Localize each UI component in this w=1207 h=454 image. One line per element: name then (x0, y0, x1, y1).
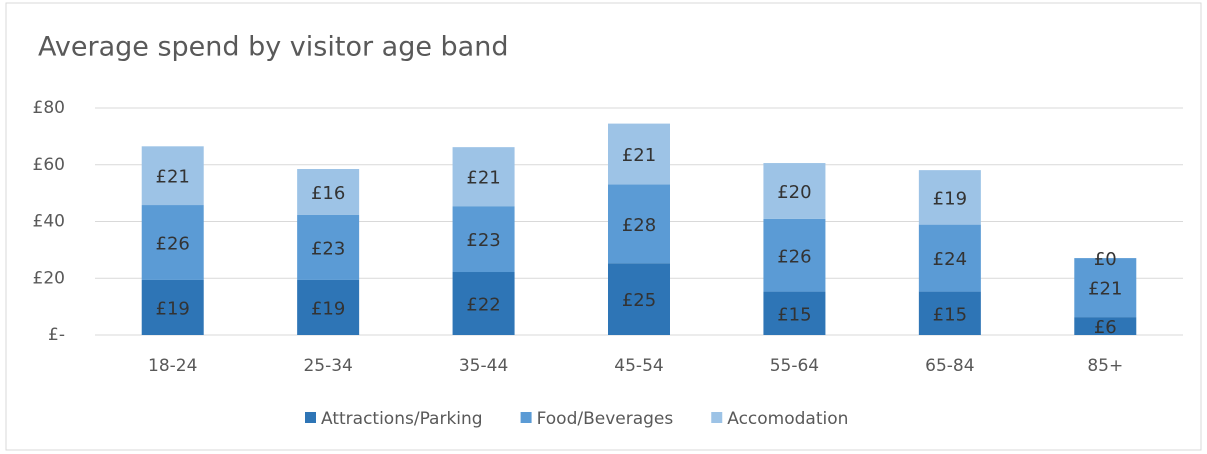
data-label: £21 (466, 168, 500, 189)
data-label: £21 (622, 145, 656, 166)
y-tick-label: £80 (33, 98, 65, 118)
data-label: £23 (311, 238, 345, 259)
x-tick-label: 18-24 (148, 356, 197, 376)
bar-segment (918, 224, 981, 292)
bar-segment (763, 218, 826, 292)
data-label: £19 (156, 298, 190, 319)
x-tick-label: 25-34 (303, 356, 352, 376)
y-tick-label: £40 (33, 212, 65, 232)
bar-segment (141, 279, 204, 335)
data-label: £28 (622, 215, 656, 236)
x-tick-label: 45-54 (614, 356, 663, 376)
bar-segment (608, 263, 670, 335)
data-label: £0 (1094, 249, 1117, 270)
bar-segment (918, 291, 981, 335)
bar-segment (763, 291, 826, 335)
data-label: £20 (777, 182, 811, 203)
data-label: £21 (156, 167, 190, 188)
legend-swatch (520, 412, 532, 423)
x-tick-label: 55-64 (770, 356, 819, 376)
data-label: £15 (777, 304, 811, 325)
bar-segment (608, 123, 670, 185)
bar-segment (452, 147, 515, 207)
y-tick-label: £60 (33, 155, 65, 175)
x-tick-label: 85+ (1087, 356, 1123, 376)
data-label: £23 (466, 230, 500, 251)
data-label: £16 (311, 183, 345, 204)
data-label: £26 (156, 233, 190, 254)
data-label: £15 (933, 304, 967, 325)
chart-border (5, 2, 1202, 451)
legend-swatch (711, 412, 723, 423)
bar-segment (452, 272, 515, 335)
legend-label: Attractions/Parking (321, 409, 483, 429)
legend-swatch (305, 412, 316, 423)
data-label: £19 (933, 188, 967, 209)
bar-segment (608, 184, 670, 264)
bar-segment (452, 206, 515, 273)
data-label: £24 (933, 249, 967, 270)
x-tick-label: 35-44 (459, 356, 508, 376)
data-label: £21 (1088, 279, 1122, 300)
bar-segment (763, 163, 826, 219)
bar-segment (141, 205, 204, 280)
data-label: £6 (1094, 317, 1117, 338)
legend-label: Food/Beverages (537, 409, 674, 429)
data-label: £19 (311, 298, 345, 319)
legend-label: Accomodation (727, 409, 848, 429)
x-tick-label: 65-84 (925, 356, 974, 376)
bar-segment (918, 170, 981, 225)
y-tick-label: £- (48, 325, 65, 345)
bar-segment (1074, 258, 1137, 318)
bar-segment (141, 146, 204, 206)
data-label: £26 (777, 246, 811, 267)
bar-segment (297, 169, 360, 215)
bar-segment (297, 214, 360, 280)
bar-segment (1074, 317, 1137, 335)
data-label: £22 (466, 295, 500, 316)
bar-segment (297, 279, 360, 335)
y-tick-label: £20 (33, 268, 65, 288)
chart-title: Average spend by visitor age band (38, 32, 508, 63)
data-label: £25 (622, 290, 656, 311)
